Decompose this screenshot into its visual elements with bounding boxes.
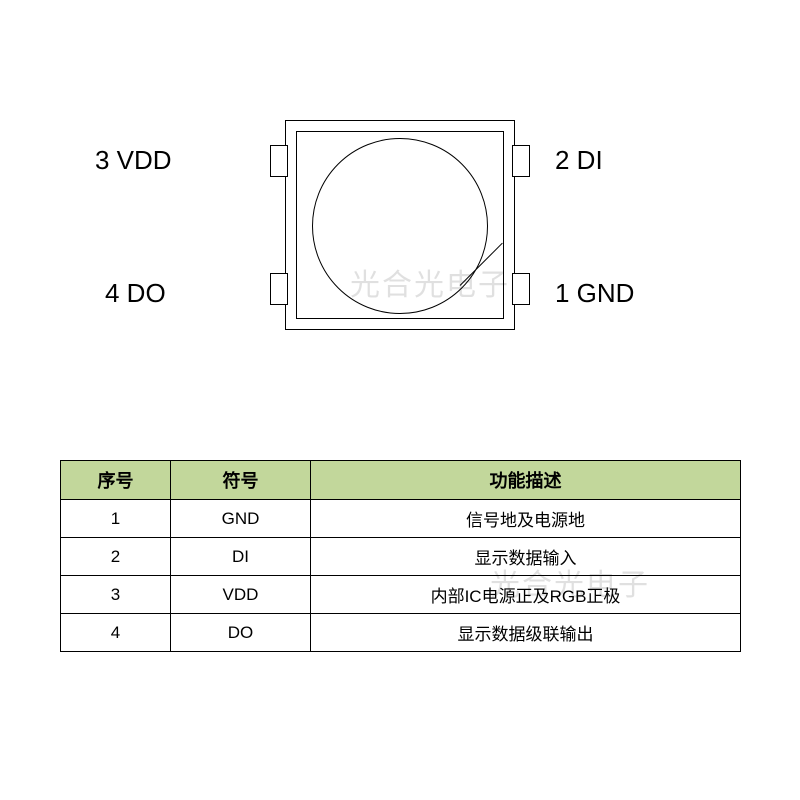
cell-desc: 显示数据输入 — [311, 538, 741, 576]
table-row: 2 DI 显示数据输入 — [61, 538, 741, 576]
pad-top-left — [270, 145, 288, 177]
cell-desc: 显示数据级联输出 — [311, 614, 741, 652]
cell-symbol: GND — [171, 500, 311, 538]
table-header-index: 序号 — [61, 461, 171, 500]
table-row: 4 DO 显示数据级联输出 — [61, 614, 741, 652]
cell-index: 1 — [61, 500, 171, 538]
table-header-description: 功能描述 — [311, 461, 741, 500]
cell-symbol: DO — [171, 614, 311, 652]
cell-desc: 信号地及电源地 — [311, 500, 741, 538]
component-diagram — [260, 100, 540, 380]
cell-symbol: VDD — [171, 576, 311, 614]
pin-label-2-di: 2 DI — [555, 145, 603, 176]
pad-bottom-right — [512, 273, 530, 305]
cell-desc: 内部IC电源正及RGB正极 — [311, 576, 741, 614]
cell-index: 3 — [61, 576, 171, 614]
table-header-row: 序号 符号 功能描述 — [61, 461, 741, 500]
page-canvas: 3 VDD 2 DI 4 DO 1 GND 光合光电子 光合光电子 序号 符号 … — [0, 0, 800, 800]
pin-table-container: 序号 符号 功能描述 1 GND 信号地及电源地 2 DI 显示数据输入 3 — [60, 460, 740, 652]
cell-symbol: DI — [171, 538, 311, 576]
pin-table: 序号 符号 功能描述 1 GND 信号地及电源地 2 DI 显示数据输入 3 — [60, 460, 741, 652]
pin-label-4-do: 4 DO — [105, 278, 166, 309]
cell-index: 4 — [61, 614, 171, 652]
pad-bottom-left — [270, 273, 288, 305]
table-header-symbol: 符号 — [171, 461, 311, 500]
pad-top-right — [512, 145, 530, 177]
table-row: 1 GND 信号地及电源地 — [61, 500, 741, 538]
pin-label-1-gnd: 1 GND — [555, 278, 634, 309]
table-row: 3 VDD 内部IC电源正及RGB正极 — [61, 576, 741, 614]
lens-circle — [312, 138, 488, 314]
cell-index: 2 — [61, 538, 171, 576]
pin-label-3-vdd: 3 VDD — [95, 145, 172, 176]
